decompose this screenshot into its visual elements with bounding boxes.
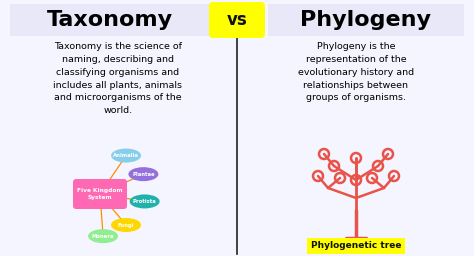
FancyBboxPatch shape xyxy=(209,2,265,38)
Text: Five Kingdom
System: Five Kingdom System xyxy=(77,188,123,200)
Text: Taxonomy is the science of
naming, describing and
classifying organisms and
incl: Taxonomy is the science of naming, descr… xyxy=(54,42,182,115)
Text: Phylogeny is the
representation of the
evolutionary history and
relationships be: Phylogeny is the representation of the e… xyxy=(298,42,414,102)
Ellipse shape xyxy=(128,167,158,181)
Text: Phylogeny: Phylogeny xyxy=(301,10,431,30)
Ellipse shape xyxy=(130,195,160,208)
Text: Monera: Monera xyxy=(92,234,114,239)
Text: Phylogenetic tree: Phylogenetic tree xyxy=(311,241,401,251)
Ellipse shape xyxy=(111,148,141,163)
FancyBboxPatch shape xyxy=(268,4,464,36)
FancyBboxPatch shape xyxy=(73,179,127,209)
Text: Plantae: Plantae xyxy=(132,172,155,177)
Text: Fungi: Fungi xyxy=(118,222,134,228)
FancyBboxPatch shape xyxy=(10,4,210,36)
Text: Taxonomy: Taxonomy xyxy=(47,10,173,30)
Text: Animalia: Animalia xyxy=(113,153,139,158)
Text: Protista: Protista xyxy=(133,199,156,204)
Text: vs: vs xyxy=(227,11,247,29)
Ellipse shape xyxy=(88,229,118,243)
Ellipse shape xyxy=(111,218,141,232)
FancyBboxPatch shape xyxy=(307,238,405,254)
